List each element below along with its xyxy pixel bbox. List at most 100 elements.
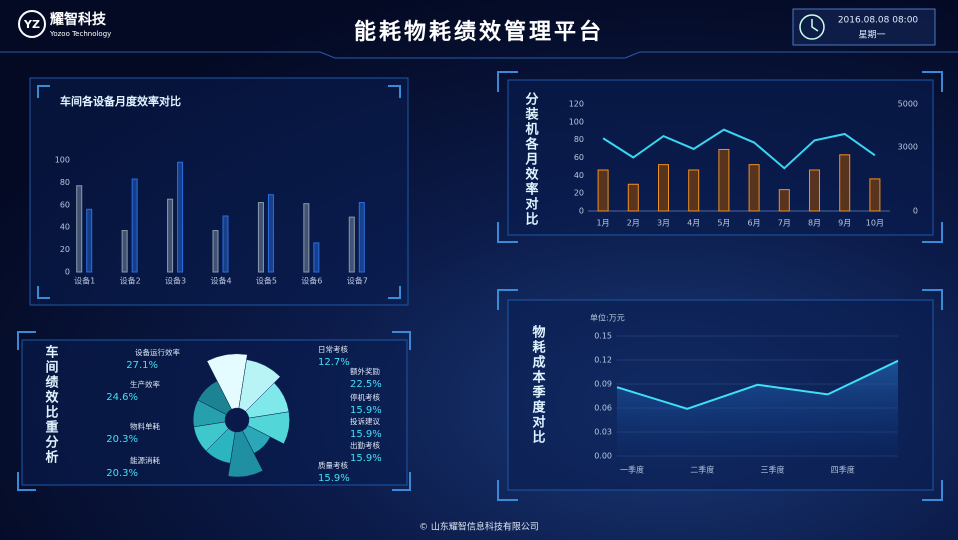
bar — [222, 215, 229, 273]
svg-text:YZ: YZ — [23, 18, 40, 31]
panel-corners — [497, 289, 943, 501]
y-tick-label: 100 — [569, 117, 584, 126]
y-tick-label: 0.15 — [594, 332, 612, 341]
bar — [76, 185, 83, 273]
y-tick-label: 0.06 — [594, 404, 612, 413]
bar — [688, 169, 700, 212]
x-tick-label: 二季度 — [690, 465, 714, 475]
x-tick-label: 9月 — [838, 219, 851, 228]
chart-title: 车间各设备月度效率对比 — [60, 94, 181, 108]
rose-value-label: 24.6% — [106, 392, 138, 403]
chart-title: 车间绩效比重分析 — [43, 344, 59, 465]
x-tick-label: 7月 — [778, 219, 791, 228]
rose-value-label: 20.3% — [106, 468, 138, 479]
x-tick-label: 1月 — [597, 219, 610, 228]
rose-value-label: 15.9% — [350, 405, 382, 416]
y-tick-label: 0 — [65, 268, 70, 277]
bar — [627, 183, 639, 212]
panel — [29, 77, 409, 306]
panel-corners — [497, 71, 943, 243]
bar — [313, 242, 320, 273]
x-tick-label: 设备4 — [210, 276, 231, 286]
x-tick-label: 一季度 — [620, 465, 644, 475]
bar — [839, 154, 851, 212]
chart-title: 物耗成本季度对比 — [530, 324, 547, 445]
bar — [718, 148, 730, 212]
page-title: 能耗物耗绩效管理平台 — [354, 19, 604, 45]
y-tick-label: 60 — [60, 200, 70, 209]
unit-label: 单位:万元 — [590, 313, 625, 323]
footer-copyright: © 山东耀智信息科技有限公司 — [419, 521, 539, 533]
bar — [177, 161, 184, 273]
area-fill — [617, 360, 898, 456]
rose-label: 生产效率 — [130, 379, 160, 389]
bar — [267, 194, 274, 273]
y-tick-label: 0 — [913, 207, 918, 216]
y-tick-label: 5000 — [898, 100, 918, 109]
x-tick-label: 设备6 — [301, 276, 322, 286]
bar — [748, 164, 760, 212]
rose-slice — [238, 359, 281, 412]
rose-slice — [247, 411, 290, 445]
bar — [778, 189, 790, 212]
rose-label: 质量考核 — [318, 460, 348, 470]
panel-corners — [17, 331, 411, 491]
weekday: 星期一 — [858, 30, 885, 41]
logo-name: 耀智科技 — [50, 11, 107, 28]
rose-slice — [197, 380, 232, 415]
bar — [658, 164, 669, 212]
rose-slice — [206, 353, 248, 410]
bar — [348, 216, 355, 273]
bar — [303, 203, 310, 273]
x-tick-label: 8月 — [808, 219, 821, 228]
y-tick-label: 0.09 — [594, 380, 612, 389]
y-tick-label: 60 — [574, 153, 584, 162]
y-tick-label: 80 — [574, 135, 584, 144]
clock-icon — [799, 14, 825, 40]
x-tick-label: 5月 — [717, 219, 730, 228]
line — [602, 128, 876, 170]
y-tick-label: 120 — [569, 100, 584, 109]
x-tick-label: 设备3 — [165, 276, 186, 286]
rose-label: 设备运行效率 — [135, 347, 180, 357]
bar — [121, 230, 128, 273]
bar — [212, 230, 219, 273]
bar — [131, 178, 138, 273]
x-tick-label: 设备7 — [347, 276, 368, 286]
rose-value-label: 22.5% — [350, 379, 382, 390]
bar — [809, 169, 820, 212]
y-tick-label: 0.12 — [594, 356, 612, 365]
rose-slice — [227, 430, 264, 478]
rose-value-label: 15.9% — [350, 453, 382, 464]
y-tick-label: 80 — [60, 178, 70, 187]
datetime-box — [792, 8, 936, 46]
x-tick-label: 6月 — [748, 219, 761, 228]
x-tick-label: 四季度 — [831, 465, 855, 475]
bar — [86, 208, 93, 273]
y-tick-label: 0.03 — [594, 428, 612, 437]
y-tick-label: 20 — [60, 245, 70, 254]
rose-value-label: 20.3% — [106, 434, 138, 445]
rose-value-label: 27.1% — [126, 360, 158, 371]
x-tick-label: 三季度 — [761, 465, 785, 475]
rose-label: 物料单耗 — [130, 421, 160, 431]
chart-title: 分装机各月效率对比 — [523, 91, 540, 227]
bar — [167, 198, 174, 273]
datetime: 2016.08.08 08:00 — [838, 16, 919, 26]
rose-label: 额外奖励 — [350, 366, 380, 376]
x-tick-label: 设备2 — [120, 276, 141, 286]
rose-label: 日常考核 — [318, 344, 348, 354]
y-tick-label: 40 — [574, 171, 584, 180]
x-tick-label: 2月 — [627, 219, 640, 228]
bar — [358, 202, 365, 273]
x-tick-label: 3月 — [657, 219, 670, 228]
y-tick-label: 100 — [55, 156, 70, 165]
header-line — [0, 51, 958, 59]
rose-label: 停机考核 — [350, 392, 380, 402]
rose-label: 能源消耗 — [130, 455, 160, 465]
rose-value-label: 15.9% — [350, 429, 382, 440]
x-tick-label: 4月 — [687, 219, 700, 228]
y-tick-label: 40 — [60, 223, 70, 232]
bar — [869, 178, 881, 212]
